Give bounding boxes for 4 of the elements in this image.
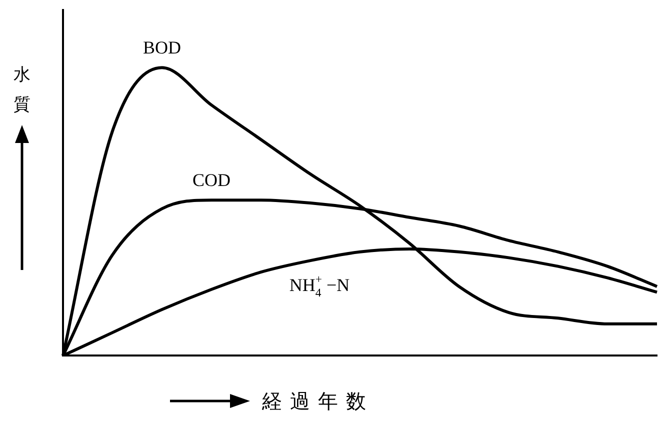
- series-label: BOD: [143, 38, 182, 58]
- series-label: COD: [192, 170, 231, 190]
- y-axis-title: 水質: [12, 64, 32, 117]
- x-axis-title: 経過年数: [262, 388, 374, 415]
